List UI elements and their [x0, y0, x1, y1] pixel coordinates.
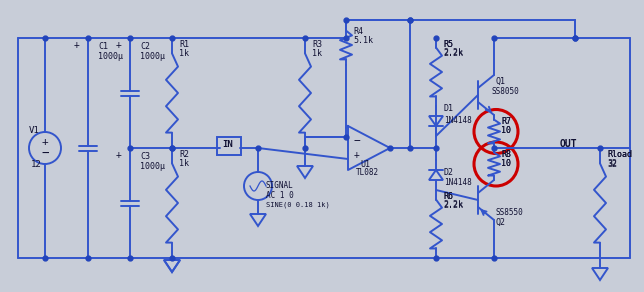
Text: +: + [42, 137, 48, 147]
Text: SS8050: SS8050 [492, 87, 520, 96]
Text: 2.2k: 2.2k [443, 200, 463, 209]
Text: 32: 32 [607, 160, 617, 169]
Text: 32: 32 [607, 159, 617, 168]
Text: 10: 10 [501, 159, 511, 168]
Text: 1000µ: 1000µ [140, 162, 165, 171]
Text: 2.2k: 2.2k [443, 48, 463, 57]
Text: C2: C2 [140, 42, 150, 51]
Text: R6: R6 [443, 192, 453, 201]
Text: AC 1 0: AC 1 0 [266, 191, 294, 200]
Text: R5: R5 [443, 40, 453, 49]
Text: R5: R5 [443, 40, 453, 49]
Text: 10: 10 [501, 126, 511, 135]
Text: −: − [354, 136, 361, 146]
Text: OUT: OUT [560, 139, 578, 149]
FancyBboxPatch shape [217, 137, 241, 155]
Text: 1N4148: 1N4148 [444, 116, 472, 125]
Text: D2: D2 [444, 168, 454, 177]
Text: R2: R2 [179, 150, 189, 159]
Text: C1: C1 [98, 42, 108, 51]
Text: SS8550: SS8550 [496, 208, 524, 217]
Text: 5.1k: 5.1k [353, 36, 373, 45]
Text: Q2: Q2 [496, 218, 506, 227]
Text: SINE(0 0.18 1k): SINE(0 0.18 1k) [266, 201, 330, 208]
Text: +: + [116, 40, 122, 50]
Text: −: − [41, 147, 49, 159]
Text: TL082: TL082 [356, 168, 379, 177]
Text: Rload: Rload [607, 150, 632, 159]
Text: +: + [74, 40, 80, 50]
Text: 1k: 1k [179, 49, 189, 58]
Text: V1: V1 [29, 126, 40, 135]
Text: 10: 10 [501, 126, 511, 135]
Text: +: + [116, 150, 122, 160]
Text: Rload: Rload [607, 150, 632, 159]
Text: +: + [354, 150, 360, 160]
Text: 12: 12 [31, 160, 42, 169]
Text: R8: R8 [501, 150, 511, 159]
Text: R6: R6 [443, 192, 453, 201]
Text: IN: IN [222, 140, 232, 149]
Text: Q1: Q1 [496, 77, 506, 86]
Text: D1: D1 [444, 104, 454, 113]
Text: 1000µ: 1000µ [140, 52, 165, 61]
Text: R3: R3 [312, 40, 322, 49]
Text: SIGNAL: SIGNAL [266, 181, 294, 190]
Text: R4: R4 [353, 27, 363, 36]
Text: 1N4148: 1N4148 [444, 178, 472, 187]
Text: R7: R7 [501, 117, 511, 126]
Text: U1: U1 [360, 160, 370, 169]
Text: 2.2k: 2.2k [443, 49, 463, 58]
Text: R1: R1 [179, 40, 189, 49]
Text: 1k: 1k [179, 159, 189, 168]
Text: R8: R8 [501, 150, 511, 159]
Text: 1k: 1k [312, 49, 322, 58]
Text: 10: 10 [501, 159, 511, 168]
Text: 1000µ: 1000µ [98, 52, 123, 61]
Text: R7: R7 [501, 117, 511, 126]
Text: C3: C3 [140, 152, 150, 161]
Text: 2.2k: 2.2k [443, 201, 463, 210]
